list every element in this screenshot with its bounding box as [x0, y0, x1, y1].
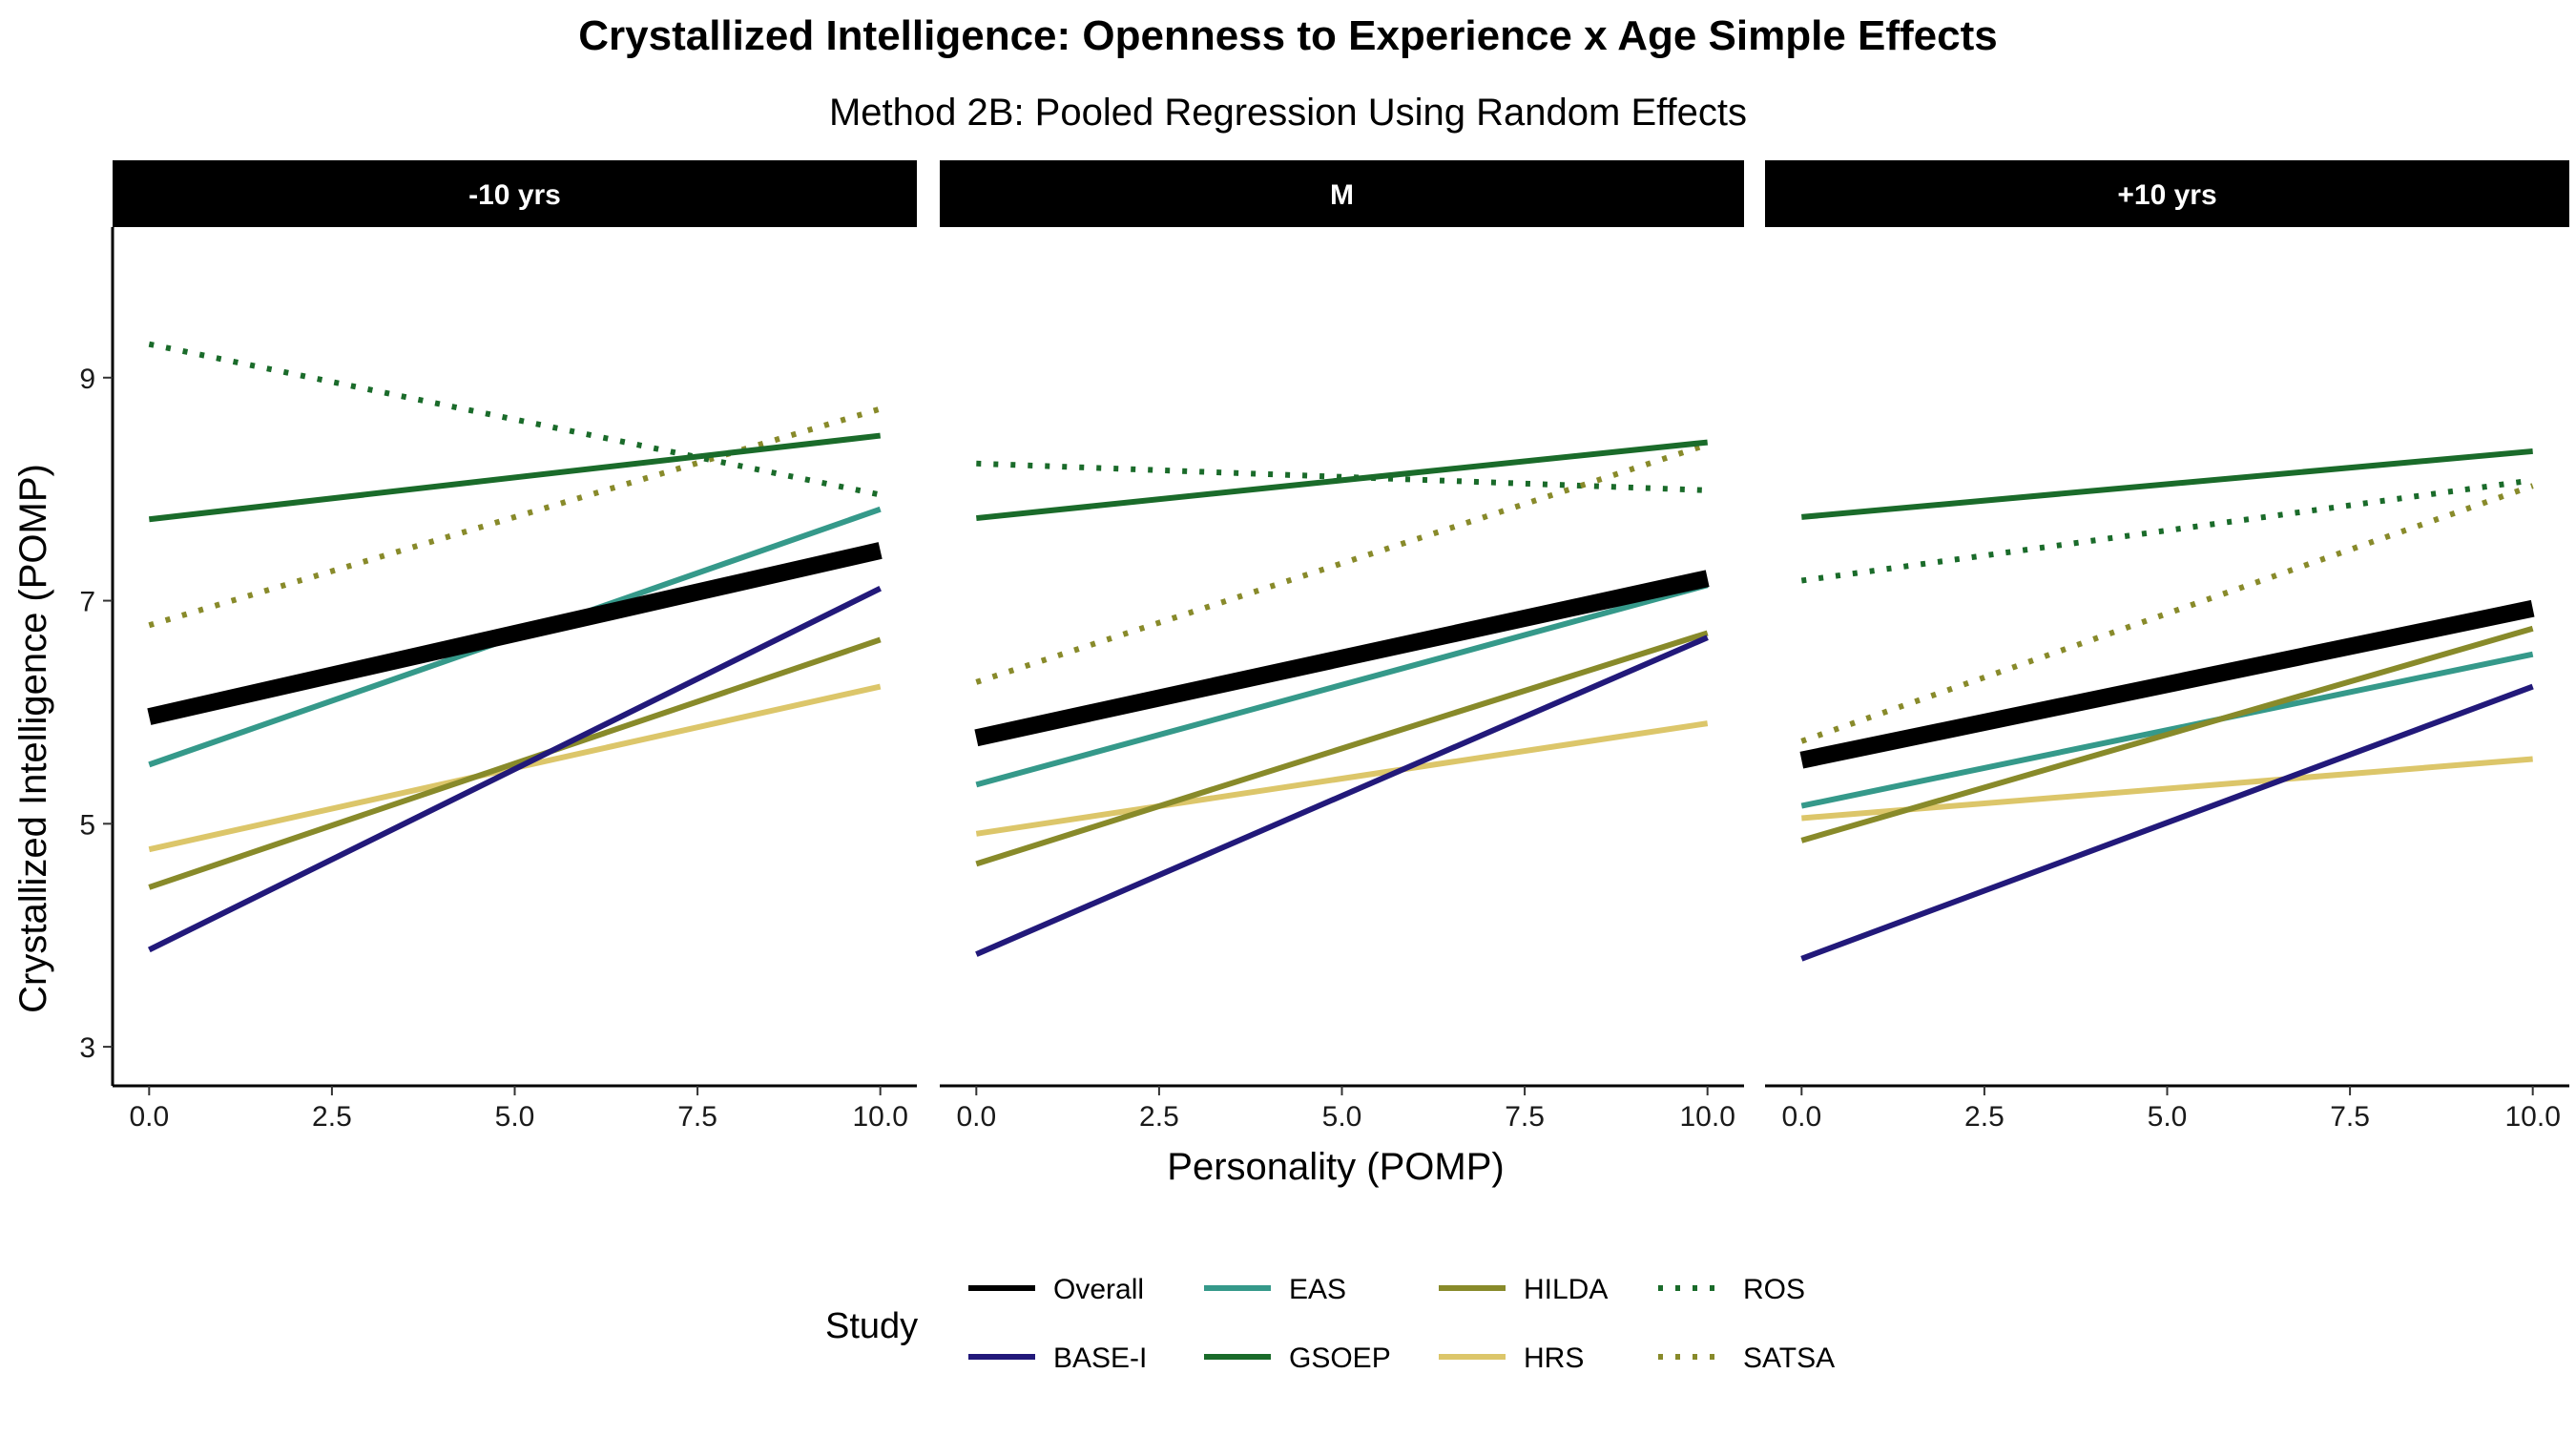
series-line-gsoep — [148, 432, 882, 523]
x-axis-title: Personality (POMP) — [1167, 1146, 1504, 1188]
series-line-base-i — [1800, 683, 2534, 962]
x-tick-label: 10.0 — [1679, 1101, 1735, 1133]
series-line-base-i — [975, 635, 1709, 957]
legend-item-gsoep: GSOEP — [1204, 1342, 1391, 1374]
legend-label-gsoep: GSOEP — [1289, 1342, 1391, 1374]
series-line-gsoep — [1801, 447, 2533, 520]
legend-label-overall: Overall — [1053, 1274, 1144, 1305]
series-line-overall — [147, 542, 883, 725]
x-tick-label: 7.5 — [677, 1101, 717, 1133]
chart-title: Crystallized Intelligence: Openness to E… — [578, 12, 1998, 59]
y-tick-label: 5 — [79, 809, 95, 841]
x-tick-label: 7.5 — [1505, 1101, 1545, 1133]
legend-item-base-i: BASE-I — [968, 1342, 1147, 1374]
series-line-ros — [148, 341, 882, 498]
series-line-hilda — [975, 630, 1709, 867]
y-tick-label: 3 — [79, 1032, 95, 1064]
series-line-ros — [1800, 477, 2534, 584]
series-line-ros — [976, 460, 1708, 493]
legend-item-hilda: HILDA — [1439, 1274, 1608, 1305]
y-tick-label: 7 — [79, 587, 95, 618]
panel-m: M 0.0 2.5 5.0 7.5 10.0 — [940, 160, 1744, 1133]
x-tick-label: 7.5 — [2330, 1101, 2370, 1133]
legend-item-hrs: HRS — [1439, 1342, 1584, 1374]
x-tick-label: 0.0 — [956, 1101, 996, 1133]
facet-strip — [113, 160, 917, 227]
legend-item-overall: Overall — [968, 1274, 1144, 1305]
legend-label-hilda: HILDA — [1524, 1274, 1608, 1305]
legend-label-ros: ROS — [1743, 1274, 1805, 1305]
legend-label-satsa: SATSA — [1743, 1342, 1835, 1374]
series-line-eas — [1800, 651, 2534, 809]
legend: Study Overall BASE-I EAS GSOEP HILDA HRS ROS SAT… — [825, 1274, 1835, 1374]
x-tick-label: 2.5 — [1139, 1101, 1179, 1133]
series-line-overall — [974, 570, 1710, 747]
x-tick-label: 5.0 — [495, 1101, 535, 1133]
chart-subtitle: Method 2B: Pooled Regression Using Rando… — [829, 92, 1747, 134]
series-line-satsa — [148, 406, 882, 629]
legend-label-eas: EAS — [1289, 1274, 1346, 1305]
series-line-eas — [975, 582, 1709, 788]
facet-strip-label: +10 yrs — [2117, 179, 2216, 211]
legend-title: Study — [825, 1306, 918, 1346]
x-tick-label: 5.0 — [2148, 1101, 2188, 1133]
x-tick-label: 0.0 — [129, 1101, 169, 1133]
facet-strip — [940, 160, 1744, 227]
series-line-satsa — [1800, 483, 2534, 744]
x-tick-label: 2.5 — [1964, 1101, 2005, 1133]
panels: -10 yrs 3 5 7 9 0.0 2.5 5.0 7.5 10.0 M 0.0 2.5 5.0 7.5… — [79, 160, 2569, 1133]
facet-strip — [1765, 160, 2569, 227]
series-line-hilda — [1800, 625, 2534, 843]
x-tick-label: 0.0 — [1781, 1101, 1821, 1133]
series-line-hilda — [148, 636, 882, 890]
panel-10-yrs: -10 yrs 3 5 7 9 0.0 2.5 5.0 7.5 10.0 — [79, 160, 917, 1133]
series-line-gsoep — [976, 439, 1708, 522]
y-axis-title: Crystallized Intelligence (POMP) — [12, 464, 54, 1013]
legend-label-base-i: BASE-I — [1053, 1342, 1147, 1374]
x-tick-label: 2.5 — [312, 1101, 352, 1133]
legend-item-ros: ROS — [1658, 1274, 1805, 1305]
x-tick-label: 5.0 — [1322, 1101, 1362, 1133]
facet-strip-label: M — [1330, 179, 1354, 211]
legend-item-eas: EAS — [1204, 1274, 1346, 1305]
x-tick-label: 10.0 — [2504, 1101, 2560, 1133]
series-line-hrs — [975, 720, 1709, 837]
legend-label-hrs: HRS — [1524, 1342, 1584, 1374]
series-line-hrs — [1801, 756, 2533, 822]
y-tick-label: 9 — [79, 364, 95, 395]
series-line-overall — [1799, 599, 2535, 769]
x-tick-label: 10.0 — [852, 1101, 907, 1133]
series-line-base-i — [147, 586, 883, 953]
facet-strip-label: -10 yrs — [468, 179, 561, 211]
legend-item-satsa: SATSA — [1658, 1342, 1835, 1374]
panel-10-yrs: +10 yrs 0.0 2.5 5.0 7.5 10.0 — [1765, 160, 2569, 1133]
